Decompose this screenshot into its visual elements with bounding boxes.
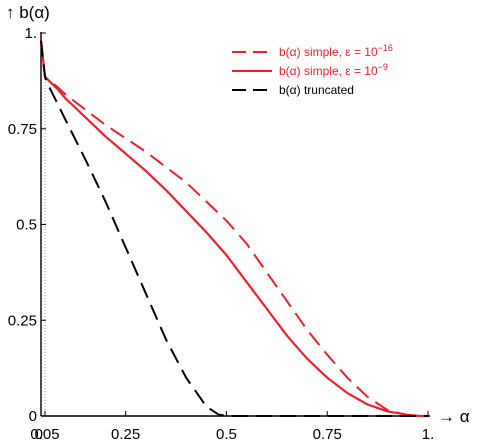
y-tick-label: 1. [24,25,37,42]
x-axis-title: → α [438,407,470,426]
legend-entry-text: b(α) truncated [279,83,354,97]
legend-entry-text: b(α) simple, ε = 10 [279,45,378,59]
y-axis-title: ↑ b(α) [6,3,50,22]
series-line-1 [39,40,428,418]
y-tick-label: 0.75 [8,121,37,138]
x-axis-start-label: 0 [35,426,43,443]
series-line-0 [40,40,428,417]
x-tick-label: 0.05 [30,426,59,443]
x-tick-label: 1. [422,426,435,443]
y-tick-label: 0.5 [16,217,37,234]
legend-entry-0: b(α) simple, ε = 10−16 [279,43,393,59]
legend-entry-text: b(α) simple, ε = 10 [279,64,378,78]
y-tick-label: 0 [29,408,37,425]
y-tick-label: 0.25 [8,312,37,329]
legend-entry-2: b(α) truncated [279,83,354,97]
legend-entry-exponent: −16 [378,43,393,53]
x-tick-label: 0.75 [313,426,342,443]
series-line-2 [40,40,428,417]
legend-entry-1: b(α) simple, ε = 10−9 [279,62,388,78]
x-tick-label: 0.25 [111,426,140,443]
x-tick-label: 0.5 [216,426,237,443]
legend-entry-exponent: −9 [378,62,388,72]
